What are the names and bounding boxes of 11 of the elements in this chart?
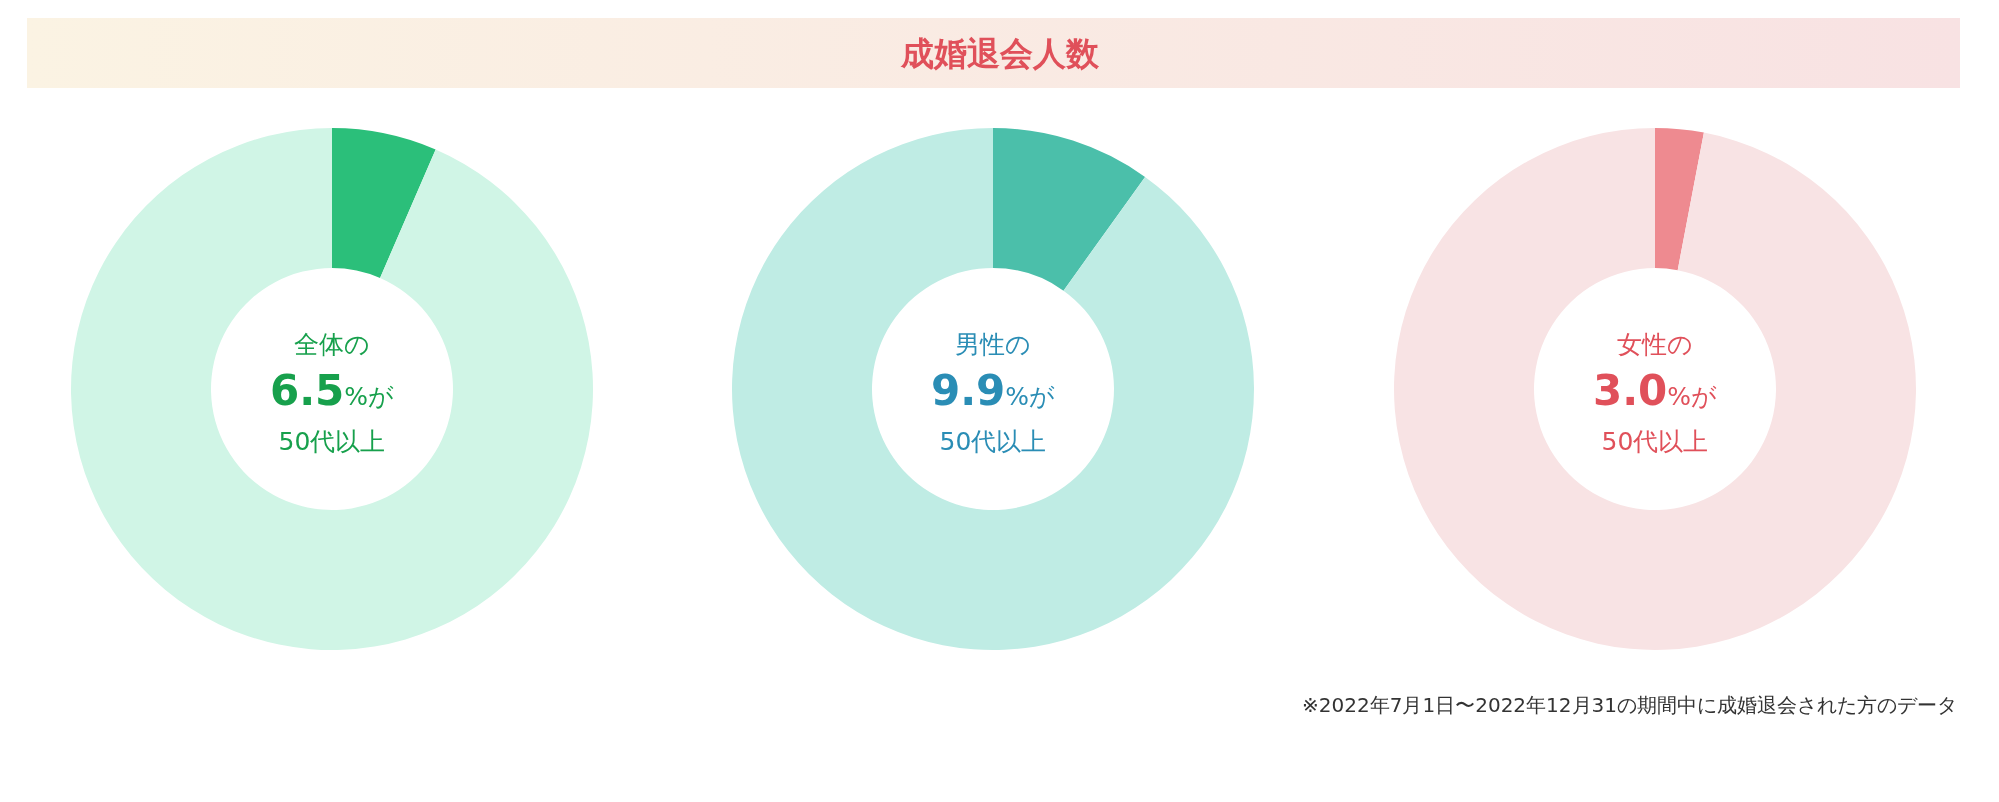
chart-title: 成婚退会人数 xyxy=(899,34,1100,73)
text: 女性の xyxy=(1617,330,1693,359)
text: 3.0%が xyxy=(1592,366,1718,415)
text: ※2022年7月1日〜2022年12月31の期間中に成婚退会された方のデータ xyxy=(1302,693,1957,717)
text: 50代以上 xyxy=(1601,427,1709,456)
text: 男性の xyxy=(955,330,1031,359)
text: 全体の xyxy=(294,330,370,359)
text: 6.5%が xyxy=(269,366,395,415)
text: 9.9%が xyxy=(930,366,1056,415)
text: 50代以上 xyxy=(278,427,386,456)
text: 50代以上 xyxy=(939,427,1047,456)
